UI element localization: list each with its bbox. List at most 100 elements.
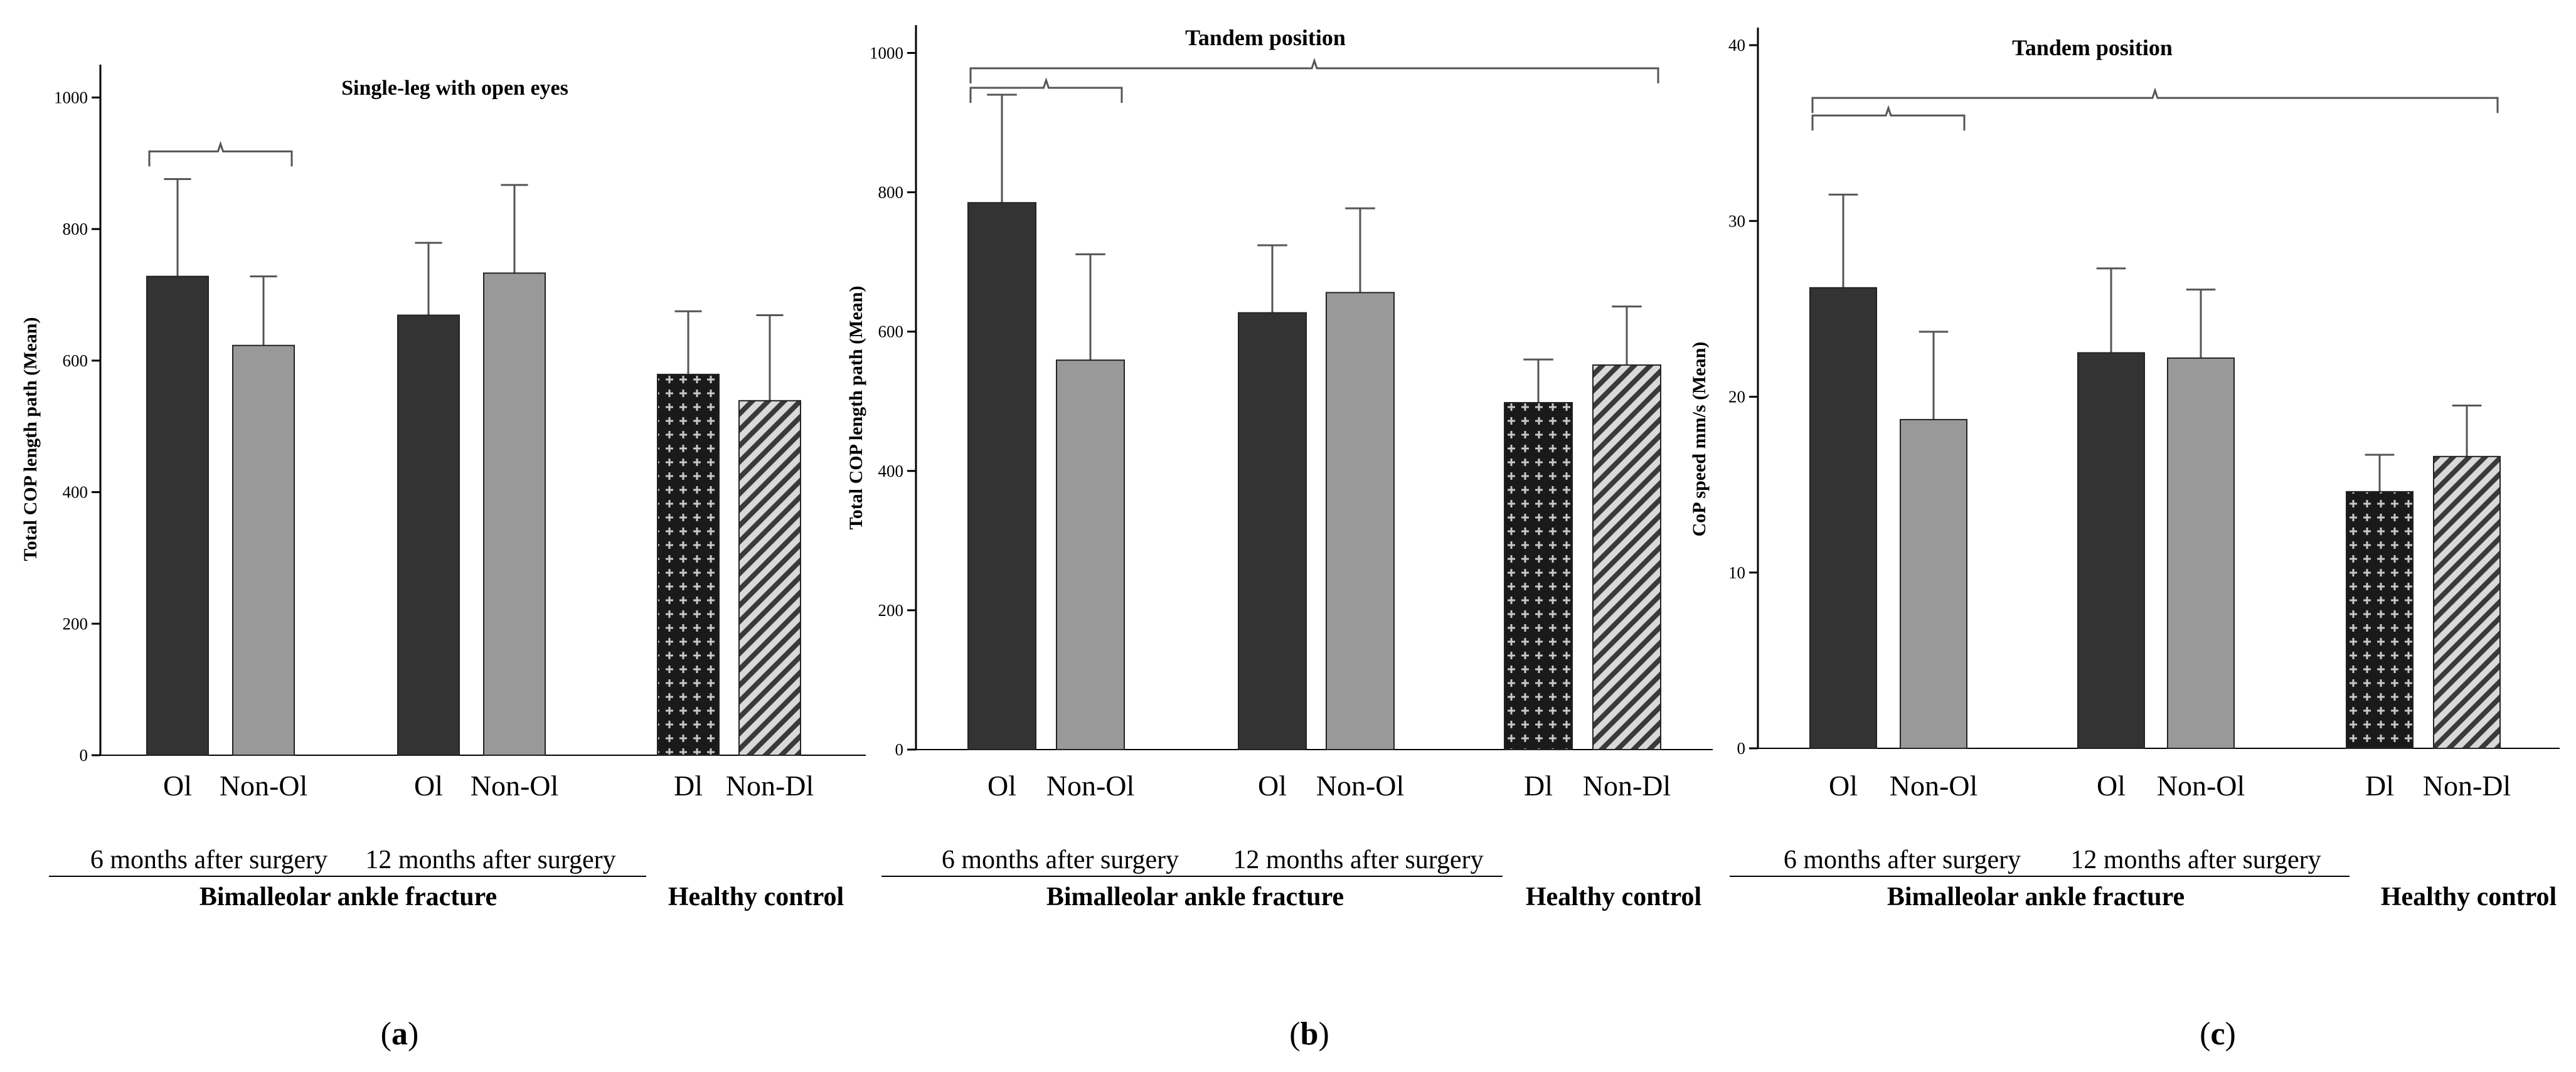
bar-label: Ol: [163, 770, 192, 802]
y-tick-label: 1000: [54, 88, 88, 107]
bar: [1809, 287, 1877, 749]
bar-label: Non-Ol: [1316, 770, 1405, 802]
bar: [2433, 455, 2501, 749]
y-tick: 0: [80, 746, 100, 765]
y-tick: 30: [1728, 211, 1758, 230]
bar-label: Ol: [414, 770, 443, 802]
bar-label: Non-Ol: [1046, 770, 1135, 802]
bar-label: Non-Ol: [471, 770, 559, 802]
chart-title: Single-leg with open eyes: [341, 77, 568, 100]
panel-label-b: (b): [1289, 1016, 1329, 1052]
significance-bracket: [1811, 87, 2499, 114]
bar-label: Dl: [1524, 770, 1553, 802]
y-tick-label: 30: [1728, 211, 1745, 230]
bar-label: Ol: [1829, 770, 1858, 802]
bar: [967, 202, 1036, 750]
significance-bracket: [969, 58, 1659, 83]
bar-label: Dl: [2365, 770, 2394, 802]
y-tick: 10: [1728, 563, 1758, 582]
bar-label: Dl: [674, 770, 703, 802]
y-tick: 400: [878, 462, 916, 480]
y-tick: 200: [63, 614, 100, 633]
group-label-12-months: 12 months after surgery: [1233, 846, 1483, 874]
y-tick: 800: [63, 220, 100, 238]
panel-label-a: (a): [381, 1016, 419, 1052]
bar: [146, 275, 209, 756]
y-tick-label: 800: [878, 183, 904, 202]
y-tick: 0: [1737, 739, 1758, 758]
y-tick-label: 400: [63, 483, 88, 502]
bar: [1592, 364, 1661, 750]
y-tick-label: 600: [63, 351, 88, 370]
bar-label: Non-Ol: [220, 770, 308, 802]
bar: [2077, 352, 2145, 749]
y-axis-label: Total COP length path (Mean): [846, 286, 866, 530]
y-tick-label: 600: [878, 322, 904, 341]
group-label-12-months: 12 months after surgery: [2070, 846, 2321, 874]
y-tick-label: 400: [878, 462, 904, 480]
significance-bracket: [148, 141, 293, 167]
significance-bracket: [969, 77, 1123, 103]
bar-label: Non-Dl: [2423, 770, 2511, 802]
y-tick: 0: [895, 740, 916, 759]
bar-label: Ol: [2097, 770, 2126, 802]
y-tick: 600: [878, 322, 916, 341]
bar-label: Ol: [987, 770, 1016, 802]
y-tick: 20: [1728, 388, 1758, 406]
bar: [738, 400, 801, 756]
bar: [397, 314, 460, 756]
y-tick-label: 0: [80, 746, 88, 765]
chart-panel-c: Tandem position CoP speed mm/s (Mean) 0 …: [1689, 28, 2560, 1052]
y-tick-label: 200: [63, 614, 88, 633]
control-label: Healthy control: [2381, 883, 2557, 911]
super-label: Bimalleolar ankle fracture: [200, 883, 497, 911]
chart-title: Tandem position: [1185, 25, 1346, 50]
y-tick-label: 0: [895, 740, 904, 759]
y-tick: 800: [878, 183, 916, 202]
y-tick: 200: [878, 601, 916, 620]
bar-label: Non-Ol: [1890, 770, 1978, 802]
chart-title: Tandem position: [2012, 35, 2173, 60]
y-tick: 40: [1728, 36, 1758, 55]
y-tick-label: 0: [1737, 739, 1746, 758]
significance-bracket: [1811, 105, 1966, 131]
chart-panel-b: Tandem position Total COP length path (M…: [846, 25, 1713, 1052]
y-axis-label: CoP speed mm/s (Mean): [1689, 342, 1710, 537]
control-label: Healthy control: [668, 883, 844, 911]
chart-panel-a: Single-leg with open eyes Total COP leng…: [20, 65, 866, 1052]
y-tick: 1000: [870, 43, 916, 62]
bar: [232, 344, 295, 756]
bar: [1056, 359, 1125, 750]
bar: [1326, 292, 1395, 750]
bar-label: Non-Dl: [726, 770, 814, 802]
y-axis-label: Total COP length path (Mean): [20, 317, 41, 561]
y-tick-label: 20: [1728, 388, 1745, 406]
bar: [1900, 418, 1967, 749]
group-label-6-months: 6 months after surgery: [90, 846, 327, 874]
super-label: Bimalleolar ankle fracture: [1887, 883, 2185, 911]
y-tick-label: 200: [878, 601, 904, 620]
bar: [1504, 401, 1573, 750]
bar-label: Ol: [1258, 770, 1287, 802]
control-label: Healthy control: [1526, 883, 1701, 911]
bar: [1238, 312, 1307, 750]
group-label-6-months: 6 months after surgery: [942, 846, 1179, 874]
panel-label-c: (c): [2200, 1016, 2236, 1052]
bar-label: Non-Ol: [2157, 770, 2245, 802]
bar-label: Non-Dl: [1583, 770, 1671, 802]
y-tick-label: 1000: [870, 43, 903, 62]
group-label-6-months: 6 months after surgery: [1784, 846, 2021, 874]
bar: [483, 272, 546, 756]
bar: [2346, 491, 2414, 749]
y-tick-label: 10: [1728, 563, 1745, 582]
group-label-12-months: 12 months after surgery: [365, 846, 615, 874]
y-tick-label: 800: [63, 220, 88, 238]
bar: [2167, 357, 2235, 749]
y-tick-label: 40: [1728, 36, 1745, 55]
y-tick: 600: [63, 351, 100, 370]
super-label: Bimalleolar ankle fracture: [1046, 883, 1344, 911]
y-tick: 400: [63, 483, 100, 502]
y-tick: 1000: [54, 88, 100, 107]
bar: [657, 373, 720, 756]
